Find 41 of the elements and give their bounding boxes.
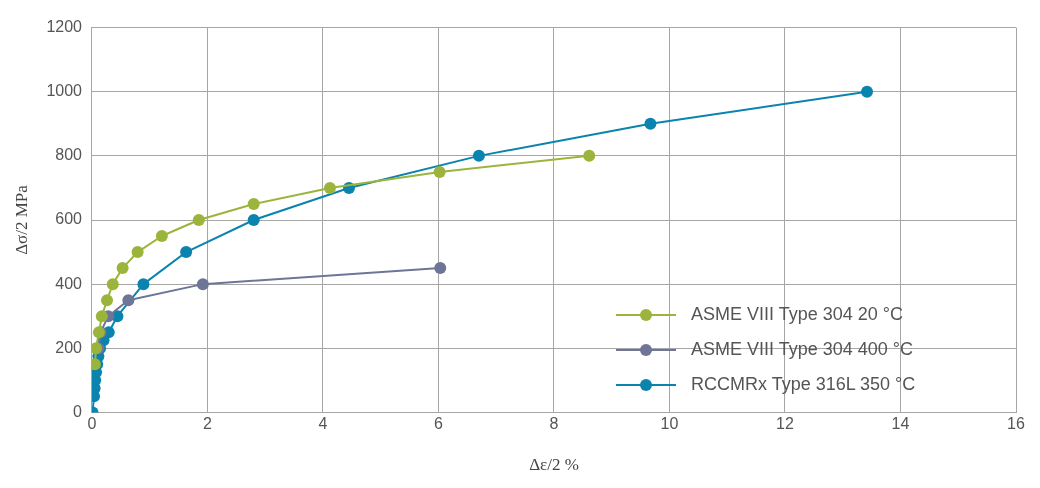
x-tick-label: 10 <box>660 415 679 433</box>
x-tick-label: 0 <box>87 415 97 433</box>
point <box>106 278 119 291</box>
point <box>434 262 447 275</box>
point <box>95 310 108 323</box>
point <box>247 197 260 210</box>
x-tick-label: 8 <box>549 415 559 433</box>
point <box>323 181 336 194</box>
point <box>196 278 209 291</box>
point <box>137 278 150 291</box>
y-tick-label: 600 <box>55 210 83 228</box>
point <box>116 262 129 275</box>
legend-label: ASME VIII Type 304 400 °C <box>691 338 913 359</box>
x-axis-title: Δε/2 % <box>529 455 579 475</box>
y-tick-label: 1000 <box>46 82 83 100</box>
point <box>644 117 657 130</box>
x-tick-label: 2 <box>203 415 213 433</box>
y-axis-title: Δσ/2 MPa <box>11 184 31 255</box>
x-tick-label: 6 <box>434 415 444 433</box>
x-tick-label: 4 <box>318 415 328 433</box>
y-tick-label: 200 <box>55 338 83 356</box>
point <box>155 230 168 243</box>
point <box>101 294 114 307</box>
point <box>180 246 193 259</box>
point <box>122 294 135 307</box>
y-tick-label: 400 <box>55 274 83 292</box>
point <box>472 149 485 162</box>
y-tick-label: 1200 <box>46 18 83 36</box>
y-tick-label: 0 <box>73 402 83 420</box>
x-tick-label: 16 <box>1007 415 1025 433</box>
y-tick-label: 800 <box>55 146 83 164</box>
point <box>131 246 144 259</box>
legend-label: ASME VIII Type 304 20 °C <box>691 303 903 324</box>
point <box>861 85 873 98</box>
point <box>247 214 260 226</box>
point <box>583 149 596 162</box>
point <box>433 165 446 178</box>
x-tick-label: 12 <box>776 415 794 433</box>
point <box>192 214 205 226</box>
legend-label: RCCMRx Type 316L 350 °C <box>691 373 916 394</box>
x-tick-label: 14 <box>891 415 910 433</box>
